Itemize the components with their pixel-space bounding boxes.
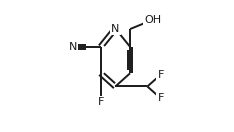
Text: F: F [97,97,104,107]
Text: F: F [157,70,164,80]
Text: OH: OH [144,15,161,25]
Text: N: N [111,23,120,34]
Text: N: N [69,42,77,52]
Text: F: F [157,93,164,103]
